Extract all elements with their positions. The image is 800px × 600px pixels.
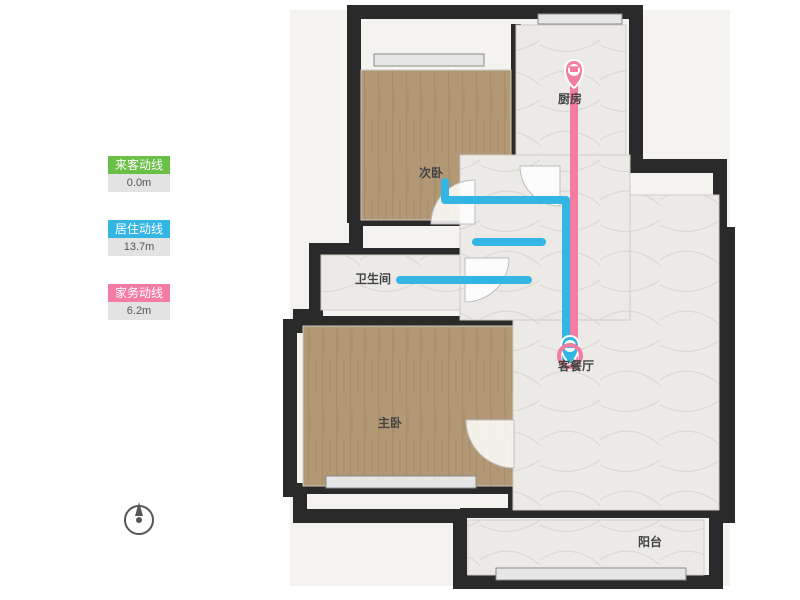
window [538,14,622,24]
room-label: 主卧 [378,415,402,430]
room-master_bed [303,326,513,486]
room-label: 厨房 [558,91,582,106]
room-label: 卫生间 [355,271,391,286]
room-label: 次卧 [419,165,443,180]
window [496,568,686,580]
room-label: 阳台 [638,534,662,549]
room-label: 客餐厅 [557,358,594,373]
room-balcony [468,520,704,575]
window [326,476,476,488]
floor-plan: 厨房次卧卫生间主卧 客餐厅阳台 [0,0,800,600]
window [374,54,484,66]
